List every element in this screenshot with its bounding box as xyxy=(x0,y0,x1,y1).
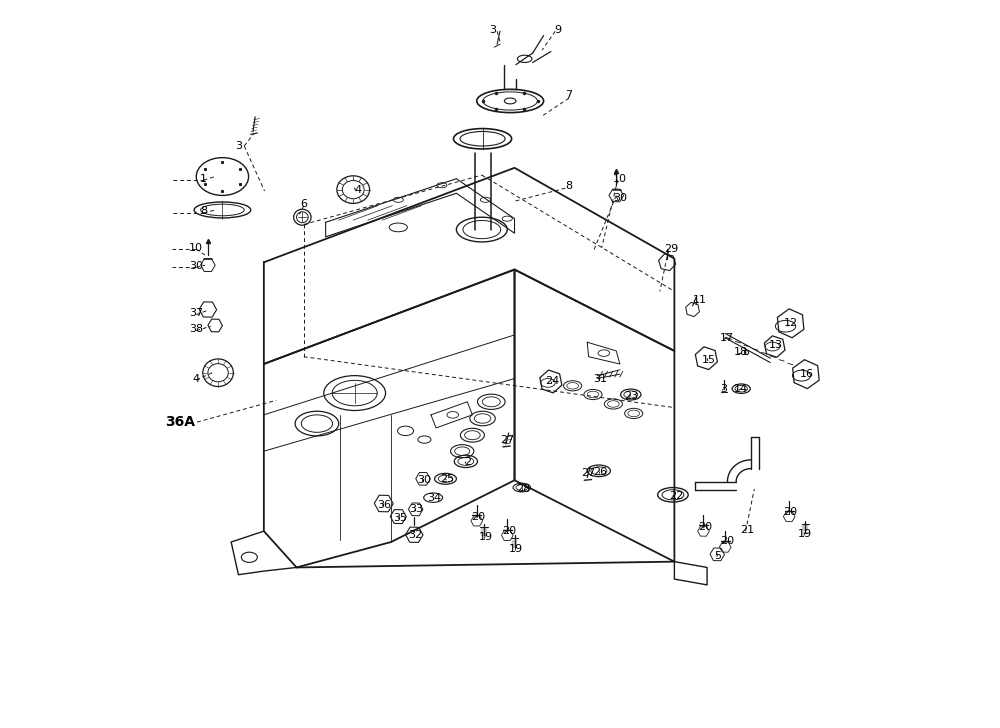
Text: 3: 3 xyxy=(489,25,496,35)
Text: 35: 35 xyxy=(393,513,407,523)
Text: 2: 2 xyxy=(464,457,471,467)
Text: 6: 6 xyxy=(300,199,307,209)
Text: 23: 23 xyxy=(624,391,638,401)
Text: 4: 4 xyxy=(193,373,200,384)
Text: 3: 3 xyxy=(720,384,727,394)
Text: 11: 11 xyxy=(693,295,707,305)
Text: 8: 8 xyxy=(200,207,207,216)
Text: 26: 26 xyxy=(593,467,607,477)
Text: 13: 13 xyxy=(769,340,783,350)
Text: 17: 17 xyxy=(720,333,734,343)
Text: 5: 5 xyxy=(714,551,721,561)
Text: 20: 20 xyxy=(502,526,516,536)
Text: 36A: 36A xyxy=(165,415,195,429)
Text: 22: 22 xyxy=(669,491,683,502)
Text: 4: 4 xyxy=(355,185,362,194)
Text: 30: 30 xyxy=(189,261,203,271)
Text: 8: 8 xyxy=(565,181,573,191)
Text: 37: 37 xyxy=(189,308,203,318)
Text: 10: 10 xyxy=(613,174,627,183)
Text: 30: 30 xyxy=(613,194,627,203)
Text: 18: 18 xyxy=(734,347,748,357)
Text: 20: 20 xyxy=(471,512,485,521)
Text: 33: 33 xyxy=(409,505,423,514)
Text: 38: 38 xyxy=(189,324,203,334)
Text: 30: 30 xyxy=(417,475,431,486)
Text: 20: 20 xyxy=(720,537,734,546)
Text: 31: 31 xyxy=(593,373,607,384)
Text: 19: 19 xyxy=(478,532,493,542)
Text: 29: 29 xyxy=(664,244,678,254)
Text: 27: 27 xyxy=(582,468,596,478)
Text: 16: 16 xyxy=(800,369,814,379)
Text: 24: 24 xyxy=(545,376,559,387)
Text: 36: 36 xyxy=(377,500,391,510)
Text: 7: 7 xyxy=(565,90,573,100)
Text: 19: 19 xyxy=(798,529,812,539)
Text: 20: 20 xyxy=(698,522,712,531)
Text: 9: 9 xyxy=(555,25,562,35)
Text: 20: 20 xyxy=(784,507,798,517)
Text: 27: 27 xyxy=(500,435,514,445)
Text: 10: 10 xyxy=(189,242,203,253)
Text: 12: 12 xyxy=(784,318,798,328)
Text: 3: 3 xyxy=(235,141,242,151)
Text: 25: 25 xyxy=(441,474,455,484)
Text: 28: 28 xyxy=(516,484,530,494)
Text: 34: 34 xyxy=(428,493,442,503)
Text: 14: 14 xyxy=(734,384,748,394)
Text: 15: 15 xyxy=(702,355,716,365)
Text: 1: 1 xyxy=(200,174,207,183)
Text: 19: 19 xyxy=(509,544,523,553)
Text: 32: 32 xyxy=(409,531,423,540)
Text: 21: 21 xyxy=(740,525,754,534)
